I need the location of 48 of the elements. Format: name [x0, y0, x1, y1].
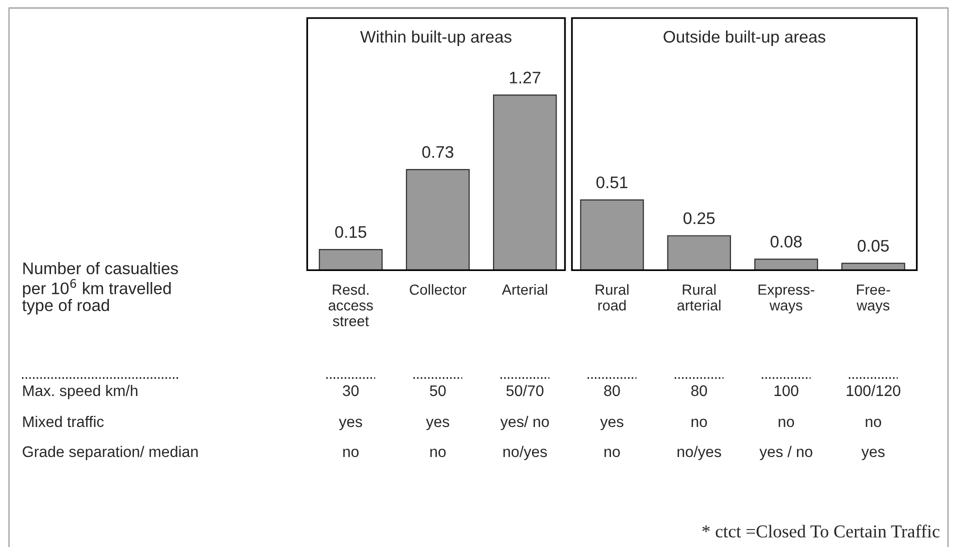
text: Grade separation/ median [22, 446, 198, 460]
text: 50/70 [506, 384, 544, 396]
text: 30 [342, 385, 359, 396]
text: Mixed traffic [23, 416, 104, 428]
text: 100 [774, 385, 798, 396]
bar [754, 258, 818, 270]
text: yes/ no [500, 416, 549, 430]
bar [493, 94, 557, 270]
text: no [604, 448, 620, 458]
x-tick-label: Express- ways [758, 284, 814, 314]
text: no/yes [503, 446, 547, 460]
text: Within built-up areas [360, 30, 512, 46]
data-label: 0.25 [684, 212, 715, 224]
data-label: 0.08 [770, 236, 802, 248]
text: 80 [691, 385, 707, 396]
text: Outside built-up areas [664, 30, 826, 46]
text: Number of casualties per 10$^{6}$ km travelled type of road [22, 262, 178, 314]
text: 50 [430, 385, 446, 396]
x-tick-label: Arterial [502, 284, 548, 295]
text: yes [600, 418, 624, 430]
text: 100/120 [846, 384, 900, 396]
bar [318, 248, 383, 270]
data-label: 0.73 [422, 146, 454, 158]
x-tick-label: Free- ways [856, 284, 890, 314]
bar [667, 235, 731, 270]
text: * ctct =Closed To Certain Traffic [702, 524, 940, 538]
text: yes [338, 418, 362, 430]
text: no [343, 448, 359, 458]
text: 80 [604, 385, 620, 396]
x-tick-label: Collector [410, 284, 466, 295]
text: no [692, 418, 707, 428]
text: yes [426, 418, 450, 430]
data-label: 1.27 [510, 72, 540, 84]
text: no/yes [678, 446, 722, 460]
bar [406, 169, 470, 270]
text: yes [861, 448, 885, 460]
text: no [866, 418, 882, 428]
text: yes / no [759, 446, 812, 460]
x-tick-label: Resd. access street [328, 284, 373, 326]
text: no [778, 418, 794, 428]
data-label: 0.51 [596, 176, 628, 188]
text: Max. speed km/h [23, 384, 138, 400]
bar [580, 199, 644, 270]
text: no [430, 448, 446, 458]
data-label: 0.05 [858, 240, 889, 252]
data-label: 0.15 [335, 226, 366, 238]
x-tick-label: Rural road [596, 284, 628, 311]
x-tick-label: Rural arterial [677, 284, 720, 311]
